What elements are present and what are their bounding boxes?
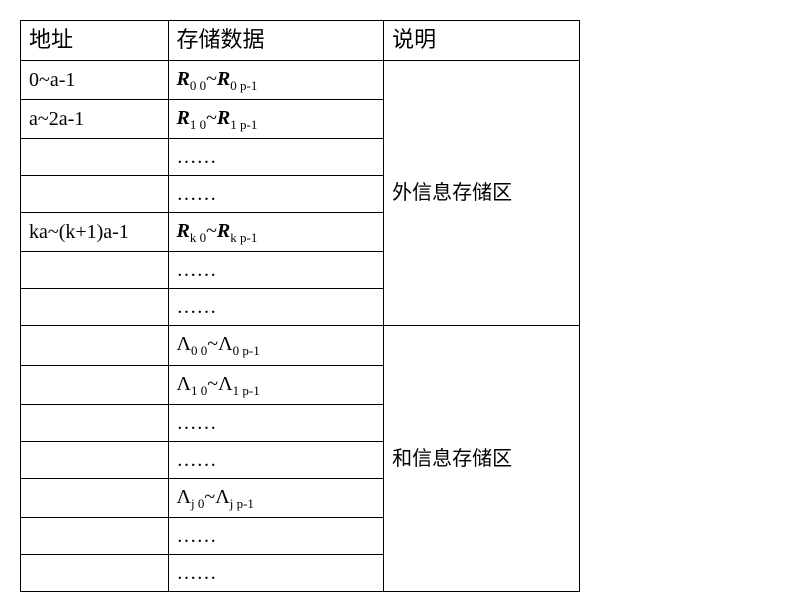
data-cell: R0 0~R0 p-1 [168,60,384,99]
addr-cell [21,441,169,478]
addr-cell: a~2a-1 [21,99,169,138]
data-cell: …… [168,252,384,289]
header-data: 存储数据 [168,21,384,61]
data-cell: …… [168,441,384,478]
data-cell: …… [168,139,384,176]
addr-cell [21,517,169,554]
table-row: Λ0 0~Λ0 p-1 和信息存储区 [21,326,580,365]
table-row: 0~a-1 R0 0~R0 p-1 外信息存储区 [21,60,580,99]
addr-cell [21,289,169,326]
data-cell: …… [168,289,384,326]
data-cell: …… [168,176,384,213]
addr-cell: 0~a-1 [21,60,169,99]
addr-cell [21,326,169,365]
addr-cell [21,478,169,517]
addr-cell [21,176,169,213]
addr-cell [21,404,169,441]
data-cell: …… [168,517,384,554]
data-cell: Λ0 0~Λ0 p-1 [168,326,384,365]
section1-desc: 外信息存储区 [384,60,580,326]
addr-cell [21,252,169,289]
data-cell: R1 0~R1 p-1 [168,99,384,138]
data-cell: Λ1 0~Λ1 p-1 [168,365,384,404]
header-address: 地址 [21,21,169,61]
data-cell: Λj 0~Λj p-1 [168,478,384,517]
section2-desc: 和信息存储区 [384,326,580,592]
addr-cell [21,365,169,404]
addr-cell [21,139,169,176]
data-cell: …… [168,404,384,441]
memory-layout-table: 地址 存储数据 说明 0~a-1 R0 0~R0 p-1 外信息存储区 a~2a… [20,20,580,592]
addr-cell: ka~(k+1)a-1 [21,213,169,252]
table-header-row: 地址 存储数据 说明 [21,21,580,61]
data-cell: Rk 0~Rk p-1 [168,213,384,252]
header-desc: 说明 [384,21,580,61]
